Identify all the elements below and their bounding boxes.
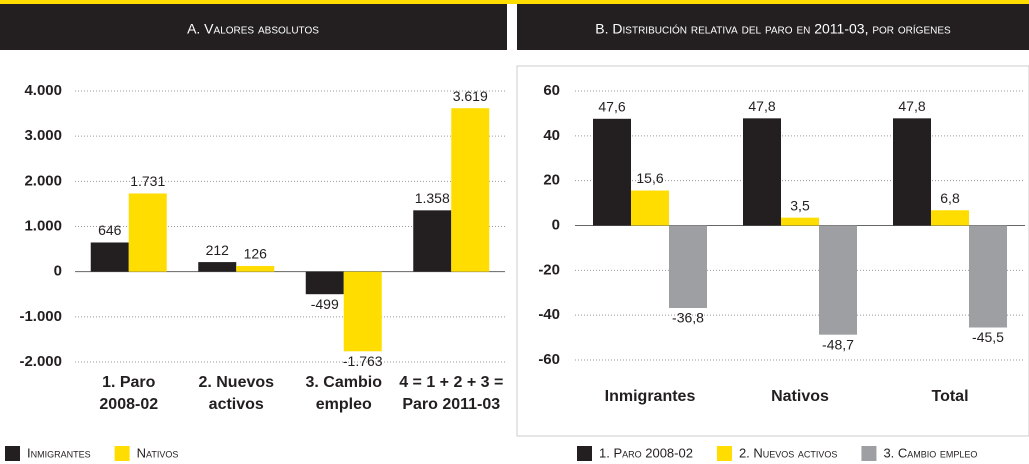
- bar: [669, 225, 707, 308]
- x-tick-label: activos: [209, 396, 264, 413]
- y-tick-label: -1.000: [19, 308, 62, 325]
- x-tick-label: 2008-02: [99, 396, 158, 413]
- legend-label: Nativos: [137, 445, 179, 460]
- legend-swatch: [577, 446, 592, 461]
- y-tick-label: 0: [54, 263, 62, 280]
- y-tick-label: 60: [543, 82, 560, 99]
- y-tick-label: 2.000: [24, 172, 62, 189]
- chart-title: B. Distribución relativa del paro en 201…: [595, 21, 951, 37]
- legend-label: 1. Paro 2008-02: [599, 445, 693, 460]
- y-tick-label: -2.000: [19, 353, 62, 370]
- bar: [343, 271, 382, 352]
- legend-swatch: [5, 446, 20, 461]
- y-tick-label: 3.000: [24, 127, 62, 144]
- bar: [781, 217, 819, 226]
- legend-label: 3. Cambio empleo: [883, 445, 977, 460]
- legend-swatch: [114, 446, 130, 461]
- value-label: 15,6: [636, 170, 663, 186]
- legend-label: Inmigrantes: [27, 445, 91, 460]
- value-label: 47,6: [598, 98, 625, 114]
- value-label: 47,8: [898, 98, 925, 114]
- value-label: 47,8: [748, 98, 775, 114]
- x-tick-label: Paro 2011-03: [402, 396, 500, 413]
- x-tick-label: Inmigrantes: [605, 388, 696, 405]
- y-tick-label: -60: [538, 351, 560, 368]
- value-label: 3.619: [453, 88, 488, 104]
- bar: [198, 262, 237, 272]
- bar: [451, 108, 490, 272]
- y-tick-label: -20: [538, 261, 560, 278]
- panel-frame: [516, 65, 1029, 437]
- chart-title: A. Valores absolutos: [187, 21, 319, 37]
- bar: [305, 271, 344, 295]
- y-tick-label: 4.000: [24, 82, 62, 99]
- legend-swatch: [861, 446, 877, 461]
- header-b: [517, 4, 1029, 50]
- value-label: -36,8: [672, 310, 704, 326]
- x-tick-label: 1. Paro: [102, 374, 156, 391]
- bar: [128, 193, 167, 272]
- bar: [893, 118, 931, 226]
- top-stripe: [0, 0, 1029, 4]
- x-tick-label: 3. Cambio: [306, 374, 383, 391]
- x-tick-label: empleo: [316, 396, 372, 413]
- value-label: 212: [206, 242, 230, 258]
- value-label: 6,8: [940, 190, 960, 206]
- bar: [819, 225, 857, 335]
- x-tick-label: Nativos: [771, 388, 829, 405]
- bar: [90, 242, 129, 272]
- legend-label: 2. Nuevos activos: [739, 445, 837, 460]
- value-label: -499: [311, 296, 339, 312]
- value-label: 1.731: [130, 173, 165, 189]
- value-label: 126: [244, 246, 268, 262]
- y-tick-label: 0: [552, 216, 560, 233]
- value-label: 646: [98, 222, 122, 238]
- value-label: -1.763: [343, 353, 383, 369]
- value-label: -48,7: [822, 336, 854, 352]
- x-tick-label: Total: [931, 388, 968, 405]
- y-tick-label: -40: [538, 306, 560, 323]
- bar: [931, 210, 969, 226]
- bar: [413, 210, 452, 272]
- value-label: -45,5: [972, 329, 1004, 345]
- bar: [969, 225, 1007, 328]
- x-tick-label: 4 = 1 + 2 + 3 =: [399, 374, 503, 391]
- x-tick-label: 2. Nuevos: [198, 374, 274, 391]
- bar: [631, 190, 669, 226]
- y-tick-label: 40: [543, 127, 560, 144]
- value-label: 3,5: [790, 197, 810, 213]
- bar: [236, 265, 275, 272]
- y-tick-label: 20: [543, 172, 560, 189]
- header-a: [0, 4, 507, 50]
- value-label: 1.358: [415, 190, 450, 206]
- legend-swatch: [716, 446, 732, 461]
- bar: [593, 118, 631, 226]
- y-tick-label: 1.000: [24, 217, 62, 234]
- bar: [743, 118, 781, 226]
